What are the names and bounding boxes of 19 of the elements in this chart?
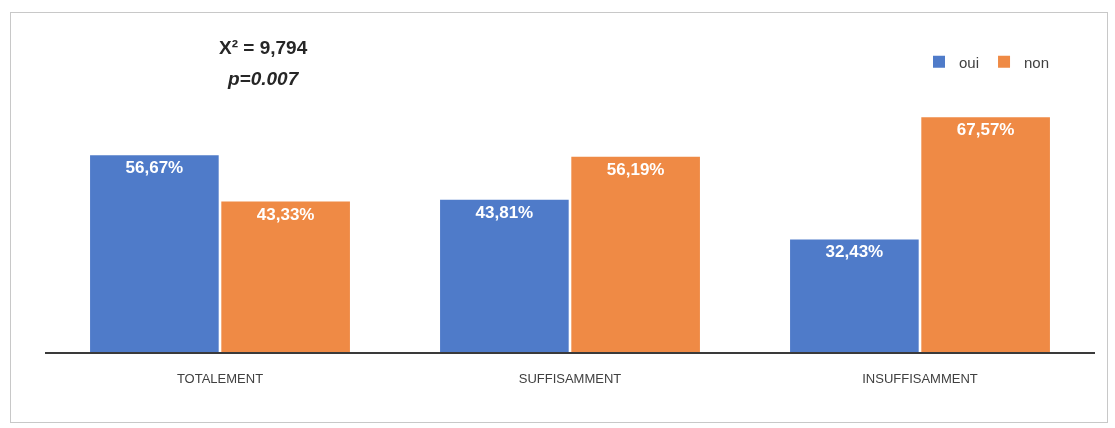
data-label: 32,43% xyxy=(825,242,884,262)
data-label: 56,19% xyxy=(606,159,665,179)
legend-label: non xyxy=(1024,53,1050,71)
bar xyxy=(921,117,1050,352)
x-tick-label: SUFFISAMMENT xyxy=(518,371,622,387)
text: p=0.007 xyxy=(227,68,300,89)
bar xyxy=(571,156,700,352)
bar xyxy=(90,155,219,352)
x-tick-label: TOTALEMENT xyxy=(176,371,264,387)
legend-label: oui xyxy=(959,53,980,71)
data-label: 43,81% xyxy=(475,202,534,222)
bar xyxy=(440,199,569,352)
bar xyxy=(221,201,350,352)
data-label: 56,67% xyxy=(125,158,184,178)
data-label: 67,57% xyxy=(956,120,1015,140)
bar xyxy=(790,239,919,352)
data-label: 43,33% xyxy=(256,204,315,224)
x-tick-label: INSUFFISAMMENT xyxy=(862,371,978,387)
text: X² = 9,794 xyxy=(219,37,308,58)
